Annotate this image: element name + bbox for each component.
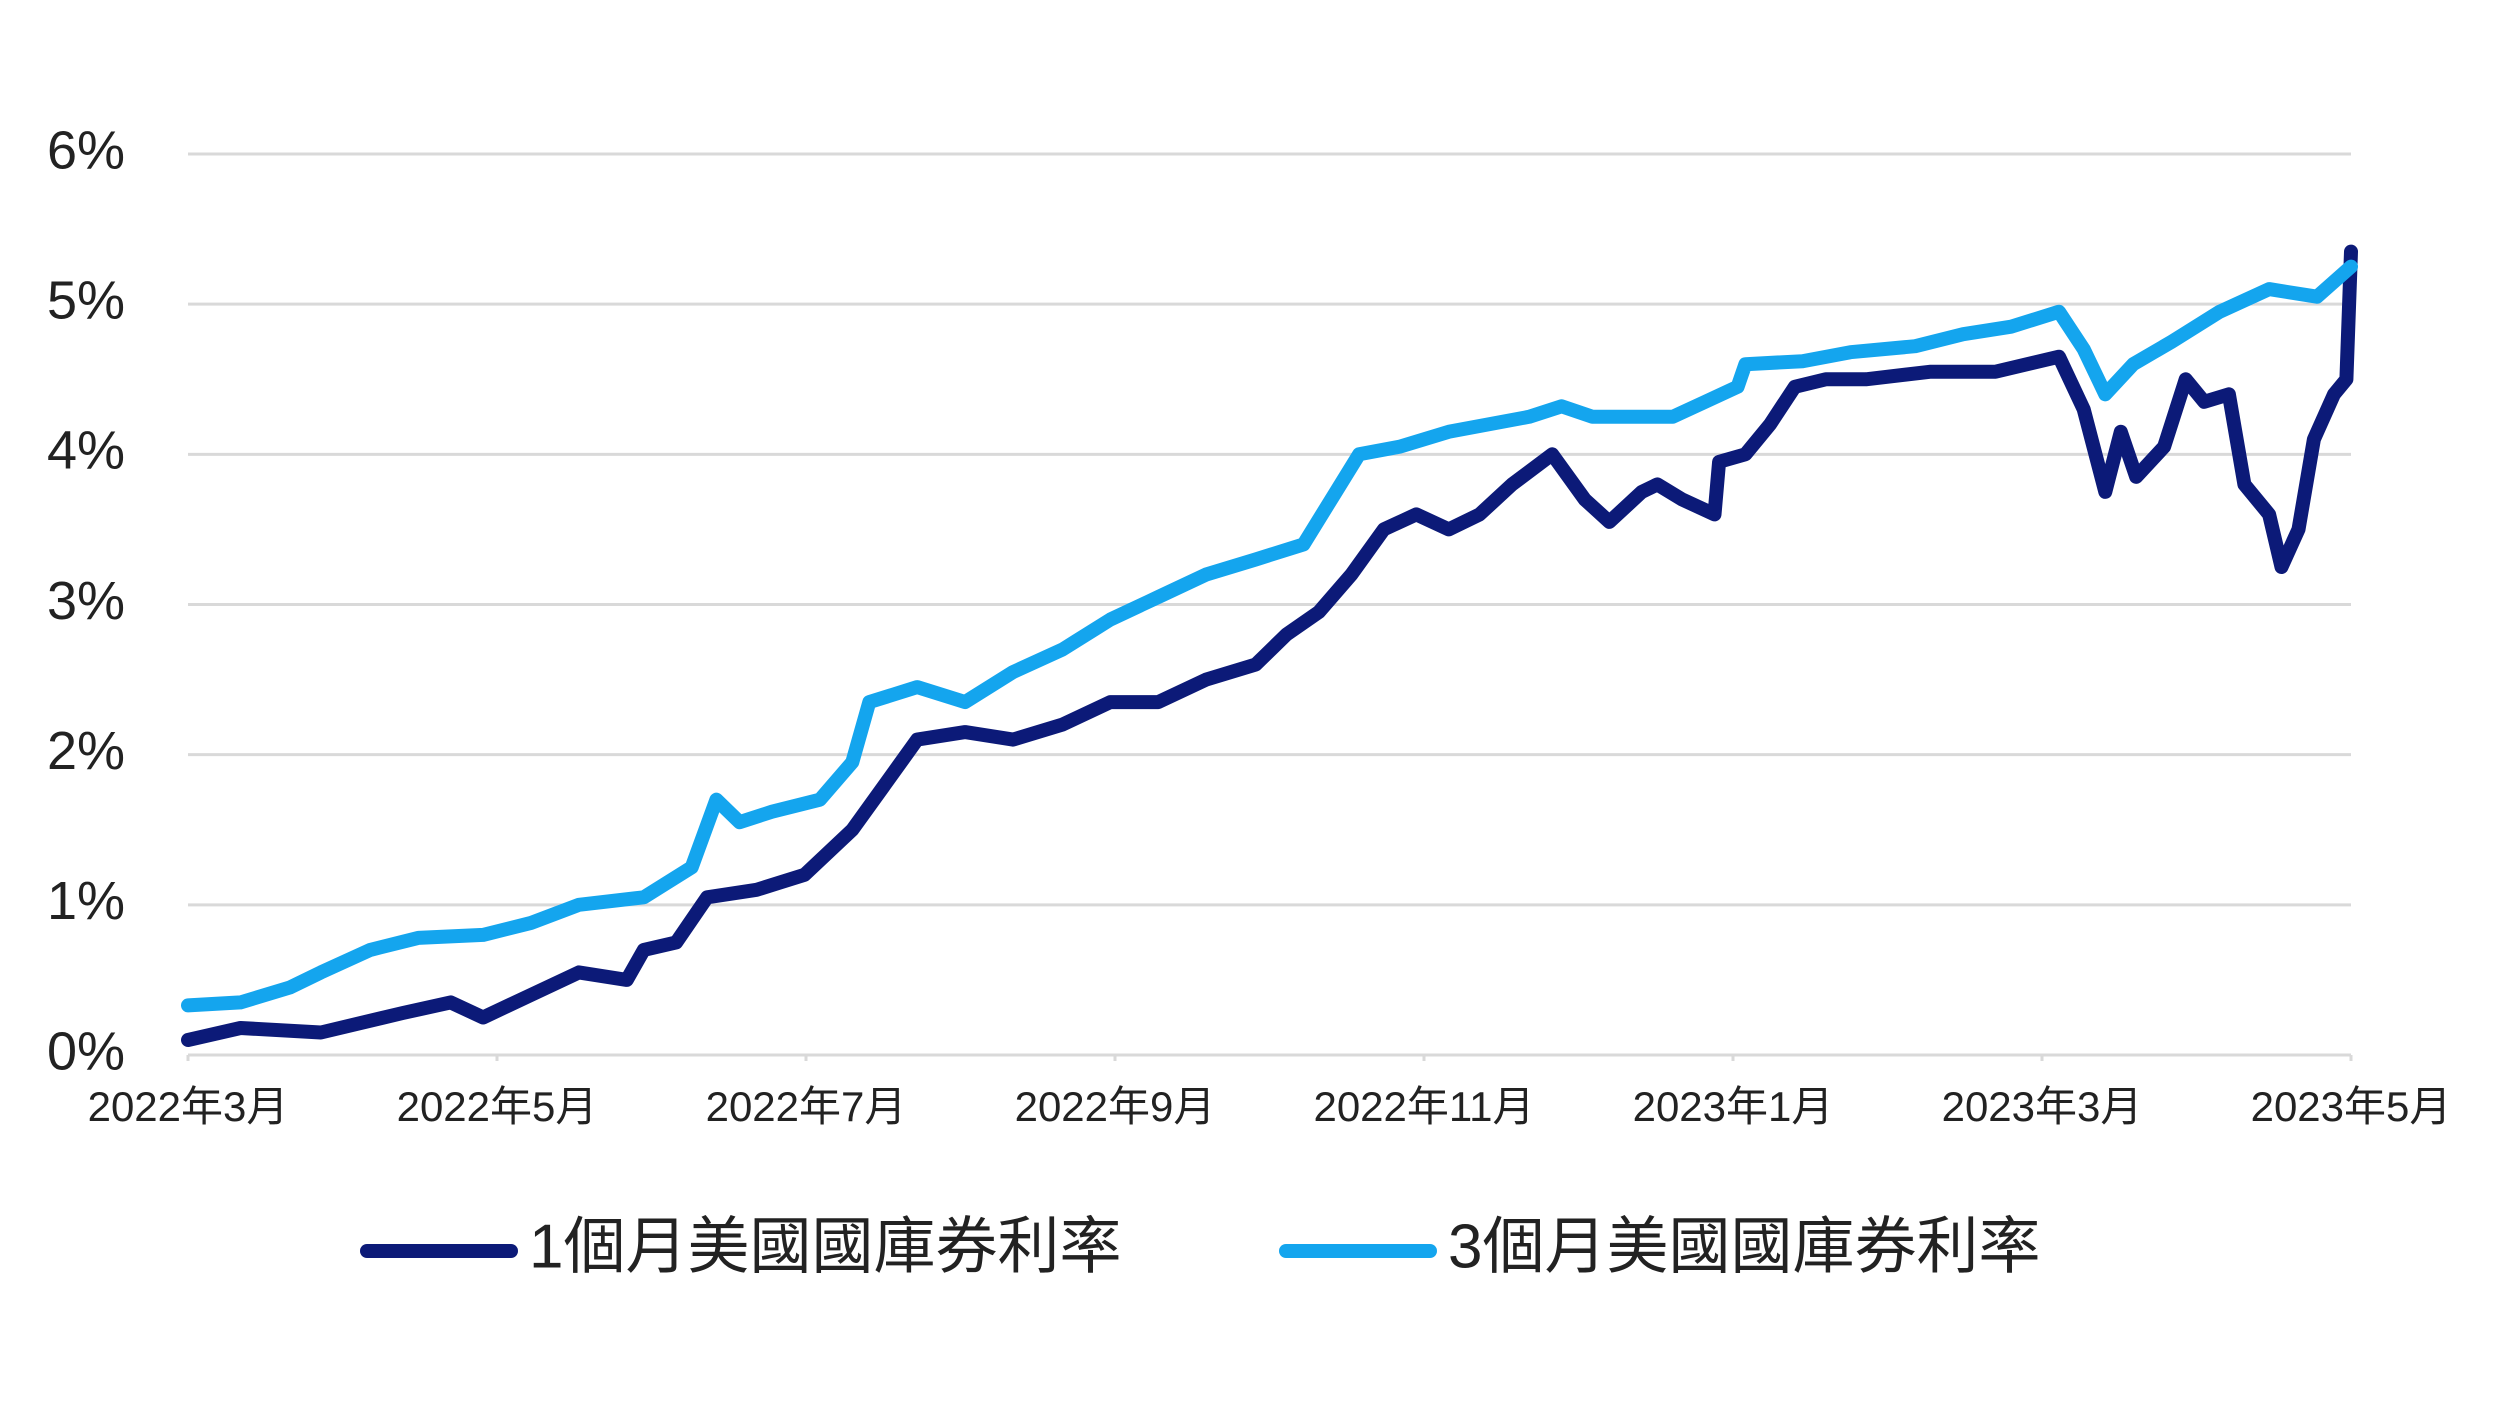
- y-tick-label: 6%: [47, 120, 125, 180]
- y-tick-label: 0%: [47, 1021, 125, 1081]
- x-tick-label: 2023年5月: [2251, 1083, 2452, 1130]
- x-tick-label: 2023年1月: [1633, 1083, 1834, 1130]
- x-tick-label: 2022年3月: [88, 1083, 289, 1130]
- y-tick-label: 4%: [47, 421, 125, 481]
- x-tick-label: 2022年7月: [706, 1083, 907, 1130]
- series-line: [181, 244, 2358, 1047]
- y-tick-label: 3%: [47, 571, 125, 631]
- series-line: [181, 259, 2358, 1013]
- legend-label: 1個月美國國庫券利率: [529, 1212, 1121, 1281]
- legend-label: 3個月美國國庫券利率: [1448, 1212, 2040, 1281]
- x-tick-label: 2022年11月: [1313, 1083, 1534, 1130]
- x-tick-label: 2023年3月: [1942, 1083, 2143, 1130]
- x-tick-label: 2022年5月: [397, 1083, 598, 1130]
- y-tick-label: 2%: [47, 721, 125, 781]
- x-tick-label: 2022年9月: [1015, 1083, 1216, 1130]
- y-tick-label: 5%: [47, 270, 125, 330]
- y-tick-label: 1%: [47, 871, 125, 931]
